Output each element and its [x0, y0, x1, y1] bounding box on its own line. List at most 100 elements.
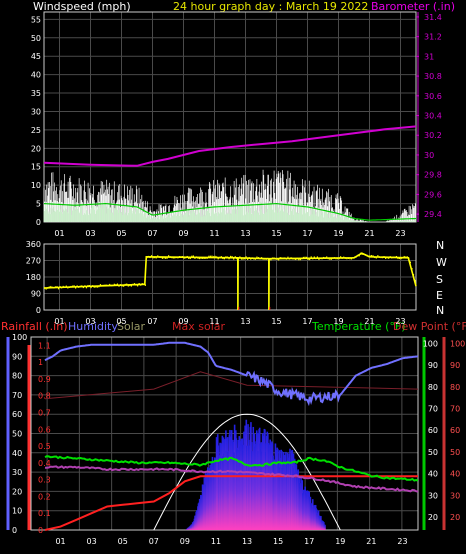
wind-direction-point — [44, 287, 46, 289]
wind-direction-point — [274, 257, 277, 260]
wind-direction-point — [326, 256, 328, 259]
humidity-tick-label: 70 — [12, 391, 22, 400]
wind-direction-point — [332, 257, 334, 260]
wind-direction-point — [350, 257, 353, 260]
hour-tick-label: 19 — [335, 537, 345, 546]
hour-tick-label: 03 — [85, 229, 95, 238]
wind-direction-point — [310, 256, 312, 258]
wind-direction-point — [288, 257, 291, 260]
hour-tick-label: 23 — [395, 317, 405, 326]
wind-direction-point — [158, 256, 160, 258]
wind-direction-point — [360, 252, 362, 255]
wind-direction-point — [188, 257, 190, 259]
wind-direction-point — [75, 286, 77, 289]
windspeed-axis-title: Windspeed (mph) — [33, 0, 131, 13]
wind-direction-point — [234, 256, 236, 258]
max-temperature-line — [44, 371, 419, 400]
wind-direction-point — [316, 256, 318, 258]
wind-direction-point — [192, 255, 194, 258]
wind-direction-point — [226, 256, 229, 259]
wind-direction-point — [281, 257, 283, 259]
wind-direction-point — [261, 257, 263, 259]
wind-direction-point — [367, 255, 370, 258]
wind-direction-point — [305, 256, 308, 259]
wind-direction-point — [73, 285, 75, 287]
humidity-tick-label: 100 — [12, 333, 27, 342]
wind-direction-point — [315, 257, 317, 260]
hour-tick-label: 17 — [302, 229, 312, 238]
windspeed-tick-label: 10 — [31, 181, 41, 190]
wind-direction-point — [307, 258, 309, 260]
wind-direction-point — [104, 284, 106, 287]
wind-direction-point — [340, 256, 342, 258]
windspeed-tick-label: 15 — [31, 163, 41, 172]
wind-direction-point — [338, 257, 340, 260]
wind-direction-point — [53, 286, 55, 289]
hour-tick-label: 11 — [211, 537, 221, 546]
wind-direction-point — [278, 258, 280, 261]
rain-tick-label: 0.5 — [38, 442, 51, 451]
wind-direction-point — [318, 258, 320, 261]
wind-direction-point — [130, 284, 132, 287]
wind-direction-point — [177, 256, 179, 259]
wind-direction-point — [152, 256, 154, 259]
temperature-tick-label: 30 — [428, 491, 438, 500]
wind-direction-point — [394, 256, 396, 259]
wind-direction-point — [336, 257, 339, 260]
wind-direction-point — [65, 285, 67, 288]
barometer-tick-label: 30.6 — [424, 92, 442, 101]
wind-direction-point — [301, 257, 303, 260]
wind-direction-point — [406, 256, 408, 258]
wind-direction-point — [110, 284, 112, 287]
wind-direction-point — [195, 256, 198, 258]
barometer-tick-label: 30 — [424, 151, 434, 160]
wind-direction-point — [194, 257, 196, 259]
direction-tick-label: 360 — [26, 240, 41, 249]
wind-direction-point — [354, 256, 356, 259]
wind-direction-point — [231, 256, 233, 258]
wind-direction-point — [385, 257, 387, 259]
barometer-axis-title: Barometer (.in) — [371, 0, 455, 13]
wind-direction-point — [402, 256, 404, 259]
wind-direction-point — [127, 285, 129, 287]
wind-direction-point — [284, 257, 286, 259]
wind-direction-point — [67, 286, 69, 289]
hour-tick-label: 15 — [271, 229, 281, 238]
wind-direction-point — [56, 286, 58, 288]
wind-direction-point — [412, 274, 415, 276]
barometer-tick-label: 31.2 — [424, 33, 442, 42]
wind-direction-point — [126, 283, 128, 286]
wind-direction-point — [59, 286, 61, 288]
wind-direction-point — [181, 256, 184, 258]
wind-direction-point — [299, 258, 301, 261]
wind-direction-point — [132, 283, 134, 286]
compass-north-bottom: N — [436, 304, 445, 317]
wind-direction-point — [324, 257, 326, 259]
barometer-tick-label: 31 — [424, 52, 434, 61]
wind-direction-point — [329, 258, 331, 260]
wind-direction-point — [98, 285, 100, 288]
wind-direction-point — [71, 285, 74, 288]
wind-direction-point — [149, 256, 151, 259]
wind-direction-point — [175, 256, 177, 259]
wind-direction-point — [217, 257, 219, 260]
wind-direction-point — [296, 257, 298, 260]
wind-direction-point — [64, 286, 66, 288]
wind-direction-point — [349, 257, 351, 260]
wind-direction-point — [216, 256, 218, 258]
wind-direction-point — [411, 268, 413, 270]
wind-direction-point — [321, 257, 323, 260]
wind-direction-line — [43, 252, 417, 311]
wind-direction-point — [113, 283, 115, 286]
wind-direction-point — [225, 256, 227, 258]
wind-direction-point — [166, 257, 168, 259]
windspeed-tick-label: 5 — [36, 200, 41, 209]
hour-tick-label: 15 — [273, 537, 283, 546]
wind-direction-point — [271, 257, 274, 260]
wind-direction-point — [70, 285, 72, 288]
hour-tick-label: 07 — [149, 537, 159, 546]
wind-direction-point — [123, 285, 125, 287]
wind-direction-point — [168, 255, 170, 257]
wind-direction-point — [319, 257, 322, 260]
wind-direction-point — [160, 256, 162, 259]
